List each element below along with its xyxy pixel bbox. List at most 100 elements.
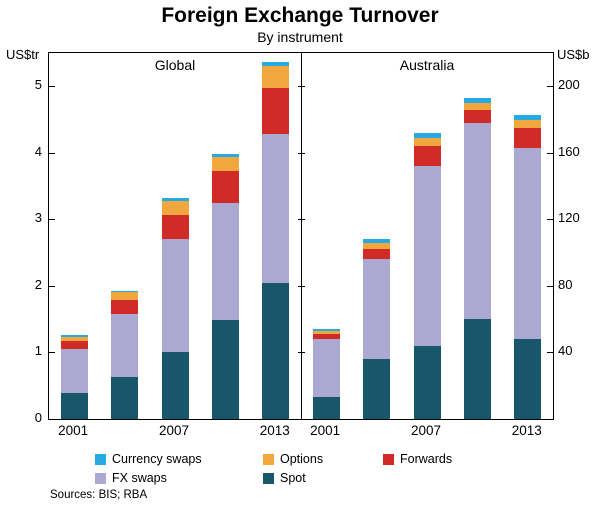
bar-segment-forwards [161, 214, 189, 239]
left-axis-tick-label: 0 [34, 410, 42, 425]
left-axis-tick-label: 4 [34, 143, 42, 159]
bar-segment-spot [262, 282, 290, 419]
bar-segment-forwards [413, 146, 441, 167]
legend-swatch-icon [263, 472, 274, 484]
left-axis-tick-mark [49, 285, 55, 287]
panel-label-global: Global [154, 57, 196, 73]
bar-segment-fx-swaps [262, 133, 290, 283]
panel-divider-line [301, 53, 302, 419]
bar-segment-forwards [363, 249, 391, 260]
left-axis-tick-mark [49, 86, 55, 88]
bar-segment-options [363, 242, 391, 250]
bar-segment-options [463, 102, 491, 110]
bar-segment-fx-swaps [312, 339, 340, 398]
stacked-bar [312, 329, 340, 419]
right-axis-tick-label: 160 [558, 143, 580, 159]
bar-segment-spot [312, 397, 340, 419]
left-axis-tick-label: 1 [34, 343, 42, 359]
stacked-bar [514, 114, 542, 419]
bar-segment-fx-swaps [413, 166, 441, 346]
legend-item: Currency swaps [95, 452, 263, 466]
divider-tick-mark [298, 285, 305, 287]
bar-segment-options [312, 330, 340, 335]
bar-segment-spot [111, 377, 139, 419]
bar-segment-currency-swaps [312, 329, 340, 331]
bar-segment-fx-swaps [111, 313, 139, 378]
bar-segment-options [413, 137, 441, 147]
x-axis-tick-label: 2001 [310, 423, 341, 438]
bar-segment-spot [514, 339, 542, 419]
legend-label: Currency swaps [112, 452, 202, 466]
plot-area: Global Australia [48, 52, 554, 420]
divider-tick-mark [298, 152, 305, 154]
bar-segment-currency-swaps [463, 97, 491, 103]
bar-segment-fx-swaps [514, 147, 542, 340]
left-axis-tick-mark [49, 152, 55, 154]
right-axis-tick-mark [547, 352, 553, 354]
legend-swatch-icon [263, 453, 274, 465]
bar-segment-forwards [312, 334, 340, 340]
stacked-bar [60, 335, 88, 419]
bar-segment-options [514, 119, 542, 128]
right-axis-tick-label: 40 [558, 343, 573, 359]
legend-swatch-icon [95, 472, 106, 484]
left-axis-tick-label: 3 [34, 210, 42, 226]
bar-segment-currency-swaps [111, 290, 139, 292]
legend-swatch-icon [383, 453, 394, 465]
stacked-bar [111, 290, 139, 419]
stacked-bar [463, 97, 491, 419]
bar-segment-options [111, 291, 139, 300]
legend-swatch-icon [95, 453, 106, 465]
bar-segment-fx-swaps [463, 122, 491, 320]
x-axis-tick-label: 2007 [410, 423, 442, 438]
bar-segment-spot [363, 359, 391, 419]
panel-label-australia: Australia [399, 57, 455, 73]
bar-segment-fx-swaps [211, 202, 239, 320]
stacked-bar [363, 239, 391, 419]
right-axis-tick-mark [547, 285, 553, 287]
legend-item: Options [263, 452, 383, 466]
legend-item: Spot [263, 471, 383, 485]
bar-segment-forwards [463, 109, 491, 123]
bar-segment-fx-swaps [60, 349, 88, 394]
bar-segment-forwards [514, 127, 542, 148]
stacked-bar [211, 154, 239, 419]
bar-segment-spot [413, 345, 441, 419]
chart-legend: Currency swaps Options Forwards FX swaps Spo… [95, 452, 533, 485]
bar-segment-currency-swaps [60, 335, 88, 337]
right-axis-unit-label: US$b [557, 47, 590, 62]
stacked-bar [262, 62, 290, 419]
bar-segment-options [60, 336, 88, 341]
legend-item: Forwards [383, 452, 533, 466]
x-axis-tick-label: 2013 [511, 423, 542, 438]
right-axis-tick-mark [547, 219, 553, 221]
left-axis-tick-label: 5 [34, 77, 42, 93]
sources-note: Sources: BIS; RBA [50, 489, 148, 501]
legend-label: Spot [280, 471, 306, 485]
right-axis-tick-label: 200 [558, 77, 580, 93]
x-axis-tick-label: 2001 [58, 423, 89, 438]
bar-segment-forwards [60, 340, 88, 350]
bar-segment-currency-swaps [363, 239, 391, 243]
divider-tick-mark [298, 352, 305, 354]
bar-segment-currency-swaps [514, 114, 542, 120]
legend-label: Forwards [400, 452, 453, 466]
divider-tick-mark [298, 219, 305, 221]
bar-segment-spot [211, 319, 239, 419]
x-axis-tick-label: 2007 [158, 423, 190, 438]
bar-segment-forwards [111, 299, 139, 314]
bar-segment-currency-swaps [211, 154, 239, 157]
bar-segment-options [211, 156, 239, 171]
bar-segment-spot [161, 352, 189, 419]
bar-segment-forwards [211, 170, 239, 203]
legend-item: FX swaps [95, 471, 263, 485]
bar-segment-fx-swaps [161, 238, 189, 353]
divider-tick-mark [298, 86, 305, 88]
stacked-bar [413, 132, 441, 419]
right-axis-tick-mark [547, 152, 553, 154]
chart-title: Foreign Exchange Turnover [161, 4, 439, 27]
bar-segment-options [161, 200, 189, 215]
legend-label: FX swaps [112, 471, 167, 485]
left-axis-unit-label: US$tr [6, 47, 40, 62]
